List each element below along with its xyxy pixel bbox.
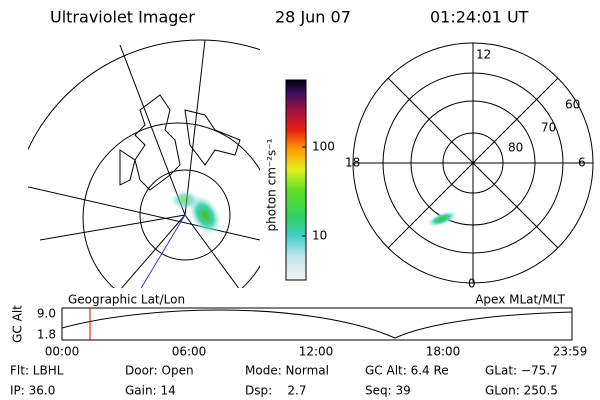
x-tick-label: 23:59 [553,345,588,359]
title: Ultraviolet Imager [50,8,195,27]
panel-label: Apex MLat/MLT [475,293,565,307]
info-item: Door: Open [125,364,194,378]
info-item: Mode: Normal [245,364,329,378]
altitude-plot: Geographic Lat/Lon Apex MLat/MLT 9.0 1.8… [11,293,588,359]
info: Flt: LBHL IP: 36.0 Door: Open Gain: 14 M… [10,364,558,398]
polar-label: 18 [345,156,360,170]
info-item: GC Alt: 6.4 Re [365,364,449,378]
polar-label: 0 [468,277,476,291]
time: 01:24:01 UT [430,8,529,27]
colorbar: 100 10 photon cm⁻²s⁻¹ [265,79,335,281]
polar-label: 60 [565,98,580,112]
info-item: Dsp: 2.7 [245,384,307,398]
polar-label: 80 [508,141,523,155]
info-item: IP: 36.0 [10,384,55,398]
colorbar-label: photon cm⁻²s⁻¹ [265,138,279,231]
info-item: Seq: 39 [365,384,411,398]
y-label: GC Alt [11,305,25,343]
colorbar-tick: 100 [312,140,335,154]
polar-plot: 12 60 70 80 18 6 0 [345,42,594,291]
info-item: Flt: LBHL [10,364,64,378]
info-item: GLon: 250.5 [485,384,558,398]
info-item: Gain: 14 [125,384,176,398]
colorbar-tick: 10 [312,229,327,243]
x-tick-label: 18:00 [426,345,461,359]
x-tick-label: 06:00 [172,345,207,359]
polar-label: 70 [541,121,556,135]
header: Ultraviolet Imager 28 Jun 07 01:24:01 UT [50,8,529,27]
date: 28 Jun 07 [275,8,351,27]
polar-label: 12 [476,48,491,62]
x-tick-label: 12:00 [299,345,334,359]
info-item: GLat: −75.7 [485,364,558,378]
panel-label: Geographic Lat/Lon [68,293,185,307]
y-tick-label: 9.0 [37,307,56,321]
y-tick-label: 1.8 [37,328,56,342]
x-tick-label: 00:00 [45,345,80,359]
polar-label: 6 [578,156,586,170]
geographic-map [28,39,260,288]
